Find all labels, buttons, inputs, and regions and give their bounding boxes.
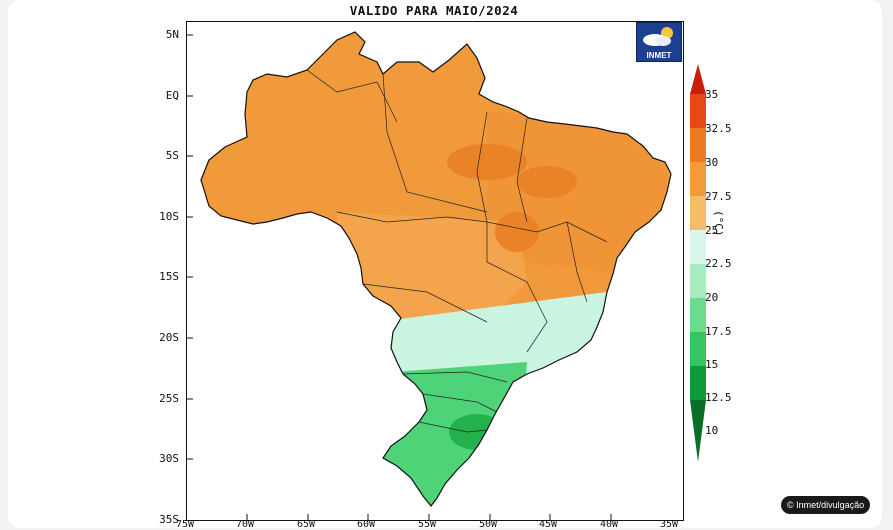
colorbar-segment	[690, 162, 706, 196]
colorbar-label: 15	[705, 358, 719, 371]
brazil-temperature-map	[187, 31, 672, 520]
colorbar-label: 20	[705, 291, 719, 304]
colorbar-label: 25	[705, 224, 719, 237]
lon-label: 50W	[479, 519, 498, 530]
hot-spot	[517, 166, 577, 198]
hot-spot	[447, 144, 527, 180]
lat-label: 5N	[165, 28, 179, 41]
lat-label: EQ	[165, 89, 179, 102]
lat-label: 35S	[159, 513, 179, 526]
colorbar-label: 17.5	[705, 325, 732, 338]
region-south	[367, 362, 527, 506]
map-title: VALIDO PARA MAIO/2024	[349, 3, 519, 18]
map-frame	[186, 21, 684, 521]
cloud-sun-icon	[643, 27, 673, 46]
lon-label: 60W	[357, 519, 376, 530]
colorbar-label: 35	[705, 88, 719, 101]
lon-label: 40W	[600, 519, 619, 530]
lat-label: 5S	[165, 149, 179, 162]
lat-label: 25S	[159, 392, 179, 405]
colorbar-bottom-arrow	[690, 400, 706, 462]
lat-label: 20S	[159, 331, 179, 344]
lon-label: 75W	[176, 519, 195, 530]
colorbar-label: 27.5	[705, 190, 732, 203]
colorbar-label: 12.5	[705, 391, 732, 404]
colorbar-label: 30	[705, 156, 719, 169]
colorbar-label: 10	[705, 424, 719, 437]
lon-label: 55W	[418, 519, 437, 530]
state-borders	[306, 69, 608, 433]
colorbar-segment	[690, 128, 706, 162]
lat-label: 30S	[159, 452, 179, 465]
colorbar	[690, 64, 706, 462]
colorbar-segment	[690, 264, 706, 298]
photo-credit-badge: © Inmet/divulgação	[781, 496, 871, 514]
lon-label: 70W	[236, 519, 255, 530]
colorbar-top-arrow	[690, 64, 706, 94]
lat-label: 15S	[159, 270, 179, 283]
lon-label: 35W	[660, 519, 679, 530]
lon-label: 65W	[297, 519, 316, 530]
colorbar-segment	[690, 298, 706, 332]
hot-spot	[495, 212, 539, 252]
colorbar-segment	[690, 332, 706, 366]
colorbar-segment	[690, 230, 706, 264]
colorbar-unit: (°C)	[712, 210, 725, 237]
logo-label: INMET	[646, 51, 672, 60]
colorbar-label: 22.5	[705, 257, 732, 270]
country-border	[200, 31, 672, 507]
region-center-west	[337, 212, 527, 322]
cold-spot	[449, 414, 505, 450]
colorbar-segment	[690, 366, 706, 400]
lat-label: 10S	[159, 210, 179, 223]
colorbar-label: 32.5	[705, 122, 732, 135]
inmet-logo: INMET	[636, 22, 682, 62]
colorbar-segment	[690, 94, 706, 128]
lon-label: 45W	[539, 519, 558, 530]
colorbar-segment	[690, 196, 706, 230]
